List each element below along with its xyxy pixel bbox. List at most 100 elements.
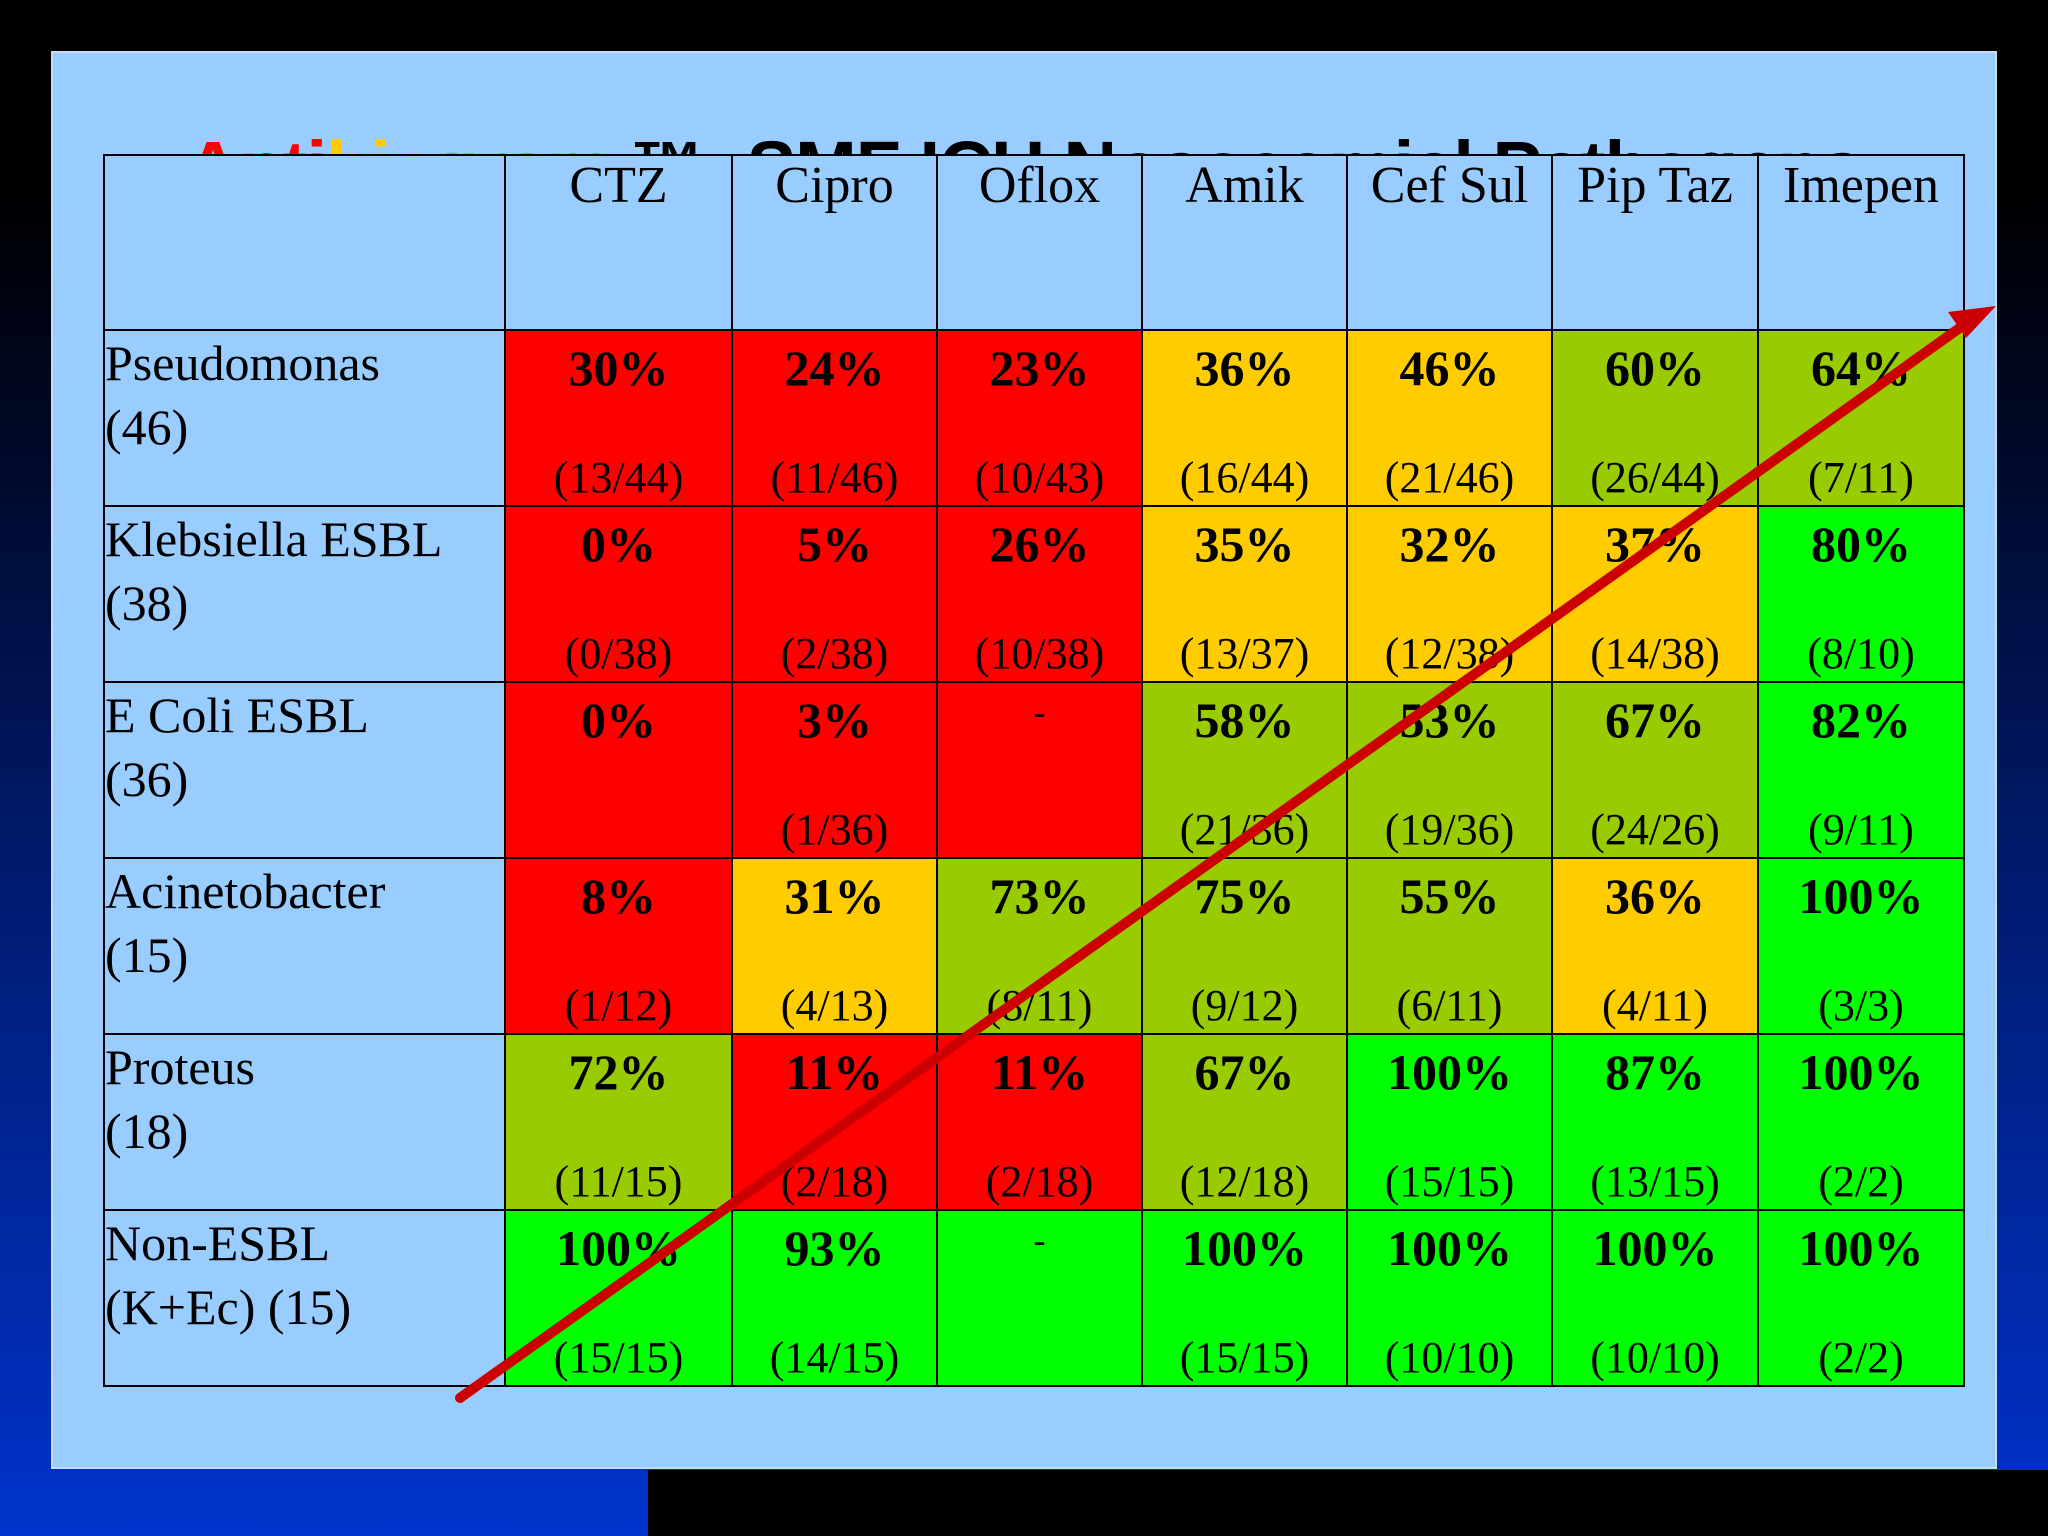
susceptibility-percent: 23% [989, 340, 1090, 396]
susceptibility-cell: 93% (14/15) [731, 1209, 938, 1387]
susceptibility-percent: 5% [797, 516, 872, 572]
susceptibility-cell: 32% (12/38) [1346, 505, 1553, 683]
susceptibility-cell: 5% (2/38) [731, 505, 938, 683]
susceptibility-percent: 87% [1605, 1044, 1705, 1100]
susceptibility-cell: 11% (2/18) [731, 1033, 938, 1211]
column-header: Cef Sul [1346, 154, 1553, 331]
susceptibility-fraction: (21/46) [1384, 453, 1515, 502]
susceptibility-cell: 82% (9/11) [1757, 681, 1965, 859]
susceptibility-cell: 67% (24/26) [1551, 681, 1759, 859]
susceptibility-percent: 72% [568, 1044, 669, 1100]
susceptibility-fraction: (8/11) [986, 981, 1093, 1030]
susceptibility-fraction: (26/44) [1590, 453, 1720, 502]
susceptibility-fraction: (2/2) [1818, 1333, 1904, 1382]
susceptibility-cell: 46% (21/46) [1346, 329, 1553, 507]
susceptibility-percent: 46% [1399, 340, 1500, 396]
row-header-line: (38) [105, 575, 189, 631]
susceptibility-percent: 100% [1387, 1220, 1512, 1276]
row-header-line: Proteus [105, 1039, 255, 1095]
susceptibility-fraction: (0/38) [564, 629, 673, 678]
susceptibility-percent: 100% [1592, 1220, 1718, 1276]
susceptibility-cell: 100% (15/15) [504, 1209, 733, 1387]
susceptibility-percent: 67% [1605, 692, 1705, 748]
row-header: Pseudomonas (46) [103, 329, 506, 507]
susceptibility-percent: 24% [784, 340, 885, 396]
row-header-line: (K+Ec) (15) [105, 1279, 352, 1335]
antibiogram-table: CTZ Cipro Oflox Amik Cef Sul Pip Taz Imepen Ps… [103, 154, 1965, 1387]
susceptibility-percent: 100% [1798, 868, 1924, 924]
susceptibility-percent: 75% [1194, 868, 1295, 924]
susceptibility-cell: 53% (19/36) [1346, 681, 1553, 859]
row-header-line: (18) [105, 1103, 189, 1159]
susceptibility-cell: 23% (10/43) [936, 329, 1143, 507]
susceptibility-percent: 36% [1194, 340, 1295, 396]
susceptibility-percent: 100% [1798, 1220, 1924, 1276]
susceptibility-cell: 31% (4/13) [731, 857, 938, 1035]
column-header: Imepen [1757, 154, 1965, 331]
susceptibility-cell: 87% (13/15) [1551, 1033, 1759, 1211]
column-header: Oflox [936, 154, 1143, 331]
susceptibility-cell: 30% (13/44) [504, 329, 733, 507]
susceptibility-percent: - [1033, 692, 1046, 732]
susceptibility-fraction: (14/38) [1590, 629, 1720, 678]
susceptibility-fraction: (9/11) [1808, 805, 1914, 854]
corner-cell [103, 154, 506, 331]
susceptibility-cell: 100% (10/10) [1551, 1209, 1759, 1387]
susceptibility-cell: 100% (2/2) [1757, 1209, 1965, 1387]
susceptibility-percent: 80% [1811, 516, 1911, 572]
susceptibility-fraction: (11/46) [770, 453, 899, 502]
susceptibility-fraction: (19/36) [1384, 805, 1515, 854]
susceptibility-cell: 100% (15/15) [1141, 1209, 1348, 1387]
table-row: E Coli ESBL (36) 0% 3% (1/36) - 58% (21/36) 53% (… [103, 681, 1965, 859]
table-row: Pseudomonas (46) 30% (13/44) 24% (11/46) 23% (1… [103, 329, 1965, 507]
susceptibility-fraction: (2/18) [985, 1157, 1094, 1206]
susceptibility-fraction: (4/13) [780, 981, 889, 1030]
table-row: Acinetobacter (15) 8% (1/12) 31% (4/13) 73% (8/… [103, 857, 1965, 1035]
susceptibility-percent: 37% [1605, 516, 1705, 572]
susceptibility-fraction: (6/11) [1396, 981, 1503, 1030]
row-header-line: Klebsiella ESBL [105, 511, 443, 567]
susceptibility-percent: 26% [989, 516, 1090, 572]
susceptibility-percent: 35% [1194, 516, 1295, 572]
susceptibility-percent: 55% [1399, 868, 1500, 924]
susceptibility-percent: 100% [1798, 1044, 1924, 1100]
susceptibility-percent: 64% [1811, 340, 1911, 396]
susceptibility-cell: 11% (2/18) [936, 1033, 1143, 1211]
susceptibility-cell: 60% (26/44) [1551, 329, 1759, 507]
row-header: E Coli ESBL (36) [103, 681, 506, 859]
row-header: Proteus (18) [103, 1033, 506, 1211]
susceptibility-percent: - [1033, 1220, 1046, 1260]
susceptibility-percent: 36% [1605, 868, 1705, 924]
column-header: Cipro [731, 154, 938, 331]
susceptibility-fraction: (13/15) [1590, 1157, 1720, 1206]
susceptibility-cell: 100% (3/3) [1757, 857, 1965, 1035]
column-header: CTZ [504, 154, 733, 331]
susceptibility-percent: 0% [581, 516, 656, 572]
bottom-black-band [648, 1470, 2048, 1536]
susceptibility-fraction: (1/12) [564, 981, 673, 1030]
susceptibility-cell: - [936, 681, 1143, 859]
susceptibility-cell: 100% (2/2) [1757, 1033, 1965, 1211]
susceptibility-cell: 0% [504, 681, 733, 859]
row-header-line: E Coli ESBL [105, 687, 369, 743]
susceptibility-cell: 58% (21/36) [1141, 681, 1348, 859]
row-header-line: Acinetobacter [105, 863, 386, 919]
susceptibility-cell: 35% (13/37) [1141, 505, 1348, 683]
susceptibility-percent: 73% [989, 868, 1090, 924]
susceptibility-fraction: (7/11) [1808, 453, 1914, 502]
susceptibility-cell: 37% (14/38) [1551, 505, 1759, 683]
susceptibility-fraction: (24/26) [1590, 805, 1720, 854]
susceptibility-cell: 64% (7/11) [1757, 329, 1965, 507]
susceptibility-cell: 3% (1/36) [731, 681, 938, 859]
susceptibility-fraction: (10/10) [1590, 1333, 1720, 1382]
susceptibility-cell: 24% (11/46) [731, 329, 938, 507]
susceptibility-fraction: (10/43) [974, 453, 1105, 502]
susceptibility-fraction: (16/44) [1179, 453, 1310, 502]
row-header: Klebsiella ESBL (38) [103, 505, 506, 683]
susceptibility-fraction: (21/36) [1179, 805, 1310, 854]
row-header-line: Pseudomonas [105, 335, 380, 391]
susceptibility-cell: 72% (11/15) [504, 1033, 733, 1211]
susceptibility-fraction: (15/15) [553, 1333, 684, 1382]
susceptibility-cell: 0% (0/38) [504, 505, 733, 683]
susceptibility-cell: 73% (8/11) [936, 857, 1143, 1035]
